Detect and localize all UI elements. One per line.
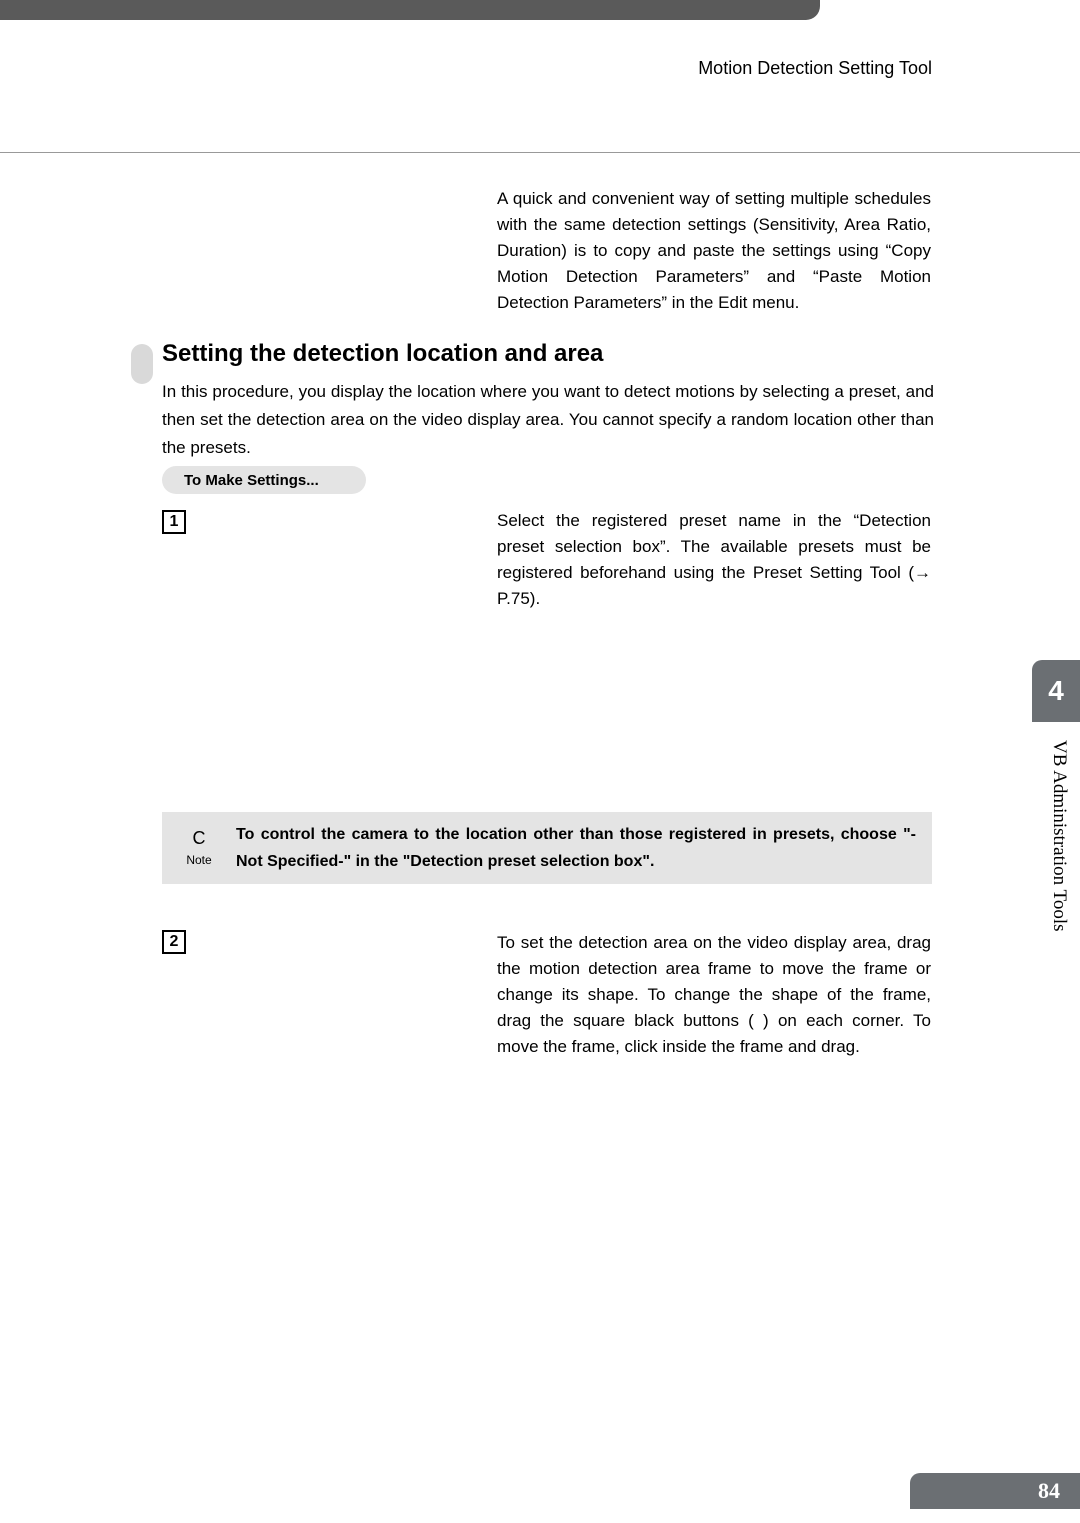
section-title: Setting the detection location and area <box>162 340 603 368</box>
chapter-tab: 4 <box>1032 660 1080 722</box>
top-bar <box>0 0 820 20</box>
note-box: C Note To control the camera to the loca… <box>162 812 932 884</box>
step-1-text: Select the registered preset name in the… <box>497 508 931 612</box>
step-number-2: 2 <box>162 930 186 954</box>
step-2-text: To set the detection area on the video d… <box>497 930 931 1060</box>
section-bullet-icon <box>131 344 153 384</box>
step-number-2-label: 2 <box>170 933 179 951</box>
page: Motion Detection Setting Tool A quick an… <box>0 0 1080 1523</box>
chapter-number: 4 <box>1048 675 1064 707</box>
header-title: Motion Detection Setting Tool <box>698 58 932 79</box>
page-number: 84 <box>1038 1478 1060 1504</box>
settings-pill-label: To Make Settings... <box>184 472 319 489</box>
page-number-box: 84 <box>910 1473 1080 1509</box>
step-number-1-label: 1 <box>170 513 179 531</box>
horizontal-rule <box>0 152 1080 153</box>
note-icon-bottom: Note <box>186 853 211 867</box>
chapter-label: VB Administration Tools <box>1042 740 1070 1020</box>
section-paragraph: In this procedure, you display the locat… <box>162 378 934 462</box>
note-text: To control the camera to the location ot… <box>236 821 932 875</box>
note-icon: C Note <box>162 828 236 868</box>
step-number-1: 1 <box>162 510 186 534</box>
intro-paragraph: A quick and convenient way of setting mu… <box>497 186 931 316</box>
note-icon-top: C <box>162 828 236 849</box>
settings-pill: To Make Settings... <box>162 466 366 494</box>
